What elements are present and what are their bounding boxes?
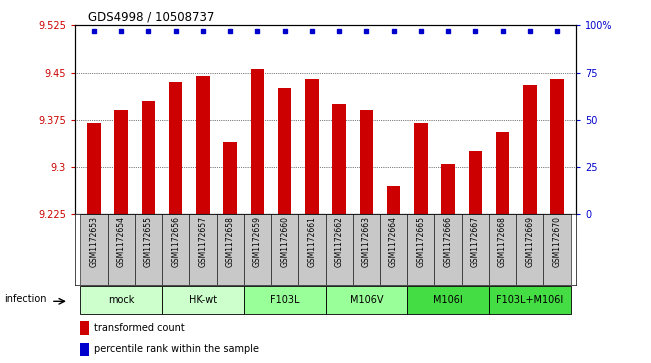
- Bar: [271, 214, 298, 285]
- Text: GSM1172653: GSM1172653: [89, 216, 98, 267]
- Text: GSM1172655: GSM1172655: [144, 216, 153, 267]
- Bar: [115, 110, 128, 214]
- Bar: [305, 79, 319, 214]
- Bar: [441, 164, 455, 214]
- Bar: [408, 214, 434, 285]
- Bar: [326, 214, 353, 285]
- Text: GSM1172660: GSM1172660: [280, 216, 289, 267]
- Bar: [469, 151, 482, 214]
- Bar: [169, 82, 182, 214]
- FancyBboxPatch shape: [80, 286, 162, 314]
- Bar: [196, 76, 210, 214]
- FancyBboxPatch shape: [408, 286, 489, 314]
- Bar: [298, 214, 326, 285]
- Bar: [278, 88, 292, 214]
- FancyBboxPatch shape: [326, 286, 408, 314]
- Text: infection: infection: [4, 294, 46, 304]
- Text: F103L: F103L: [270, 295, 299, 305]
- Bar: [523, 85, 536, 214]
- Text: M106V: M106V: [350, 295, 383, 305]
- Text: GSM1172656: GSM1172656: [171, 216, 180, 267]
- Text: GSM1172667: GSM1172667: [471, 216, 480, 267]
- Text: GSM1172665: GSM1172665: [417, 216, 425, 267]
- Bar: [434, 214, 462, 285]
- Bar: [87, 123, 101, 214]
- Text: GSM1172670: GSM1172670: [553, 216, 562, 267]
- Text: HK-wt: HK-wt: [189, 295, 217, 305]
- Text: GSM1172657: GSM1172657: [199, 216, 208, 267]
- Bar: [243, 214, 271, 285]
- Bar: [516, 214, 544, 285]
- Text: GSM1172663: GSM1172663: [362, 216, 371, 267]
- Bar: [462, 214, 489, 285]
- Text: GSM1172666: GSM1172666: [443, 216, 452, 267]
- Bar: [380, 214, 408, 285]
- Bar: [353, 214, 380, 285]
- Bar: [162, 214, 189, 285]
- Bar: [496, 132, 509, 214]
- Bar: [80, 343, 89, 356]
- Bar: [80, 322, 89, 335]
- Bar: [135, 214, 162, 285]
- Bar: [387, 186, 400, 214]
- Text: F103L+M106I: F103L+M106I: [496, 295, 564, 305]
- FancyBboxPatch shape: [162, 286, 243, 314]
- FancyBboxPatch shape: [243, 286, 326, 314]
- Bar: [414, 123, 428, 214]
- Text: GSM1172662: GSM1172662: [335, 216, 344, 267]
- Bar: [80, 214, 107, 285]
- Text: M106I: M106I: [433, 295, 463, 305]
- Text: GSM1172654: GSM1172654: [117, 216, 126, 267]
- Text: percentile rank within the sample: percentile rank within the sample: [94, 344, 259, 354]
- Text: GSM1172659: GSM1172659: [253, 216, 262, 267]
- Text: GDS4998 / 10508737: GDS4998 / 10508737: [88, 11, 214, 24]
- Bar: [189, 214, 217, 285]
- Bar: [223, 142, 237, 214]
- Text: GSM1172669: GSM1172669: [525, 216, 534, 267]
- FancyBboxPatch shape: [489, 286, 571, 314]
- Text: mock: mock: [108, 295, 134, 305]
- Text: transformed count: transformed count: [94, 323, 185, 333]
- Bar: [544, 214, 571, 285]
- Text: GSM1172658: GSM1172658: [226, 216, 234, 267]
- Bar: [550, 79, 564, 214]
- Bar: [359, 110, 373, 214]
- Text: GSM1172668: GSM1172668: [498, 216, 507, 267]
- Bar: [142, 101, 155, 214]
- Text: GSM1172664: GSM1172664: [389, 216, 398, 267]
- Bar: [251, 69, 264, 214]
- Bar: [489, 214, 516, 285]
- Bar: [217, 214, 243, 285]
- Bar: [332, 104, 346, 214]
- Bar: [107, 214, 135, 285]
- Text: GSM1172661: GSM1172661: [307, 216, 316, 267]
